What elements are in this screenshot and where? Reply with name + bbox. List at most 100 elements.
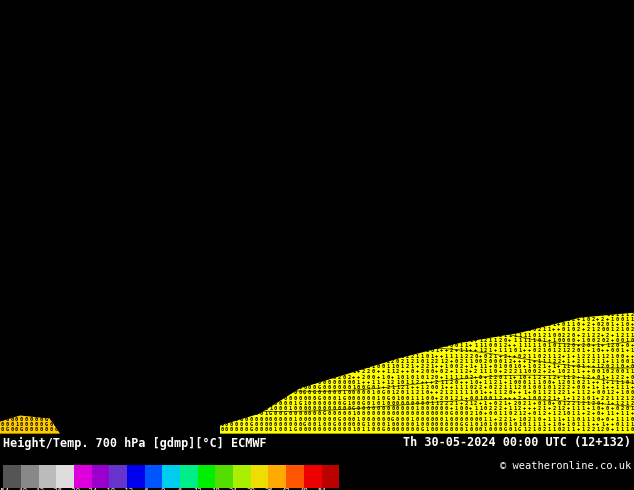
Text: 1: 1 [562,175,565,180]
Text: 2: 2 [386,385,389,390]
Text: 0: 0 [64,291,67,295]
Text: 1: 1 [469,86,472,91]
Text: 0: 0 [357,180,360,185]
Text: 2: 2 [283,312,287,317]
Text: 1: 1 [79,374,82,380]
Text: 0: 0 [372,427,375,432]
Text: 1: 1 [1,327,4,332]
Text: 1: 1 [142,117,145,122]
Text: +: + [440,374,443,380]
Text: 0: 0 [308,227,311,232]
Text: 2: 2 [435,359,438,364]
Text: 0: 0 [445,117,448,122]
Text: 2: 2 [450,275,453,280]
Text: 0: 0 [250,101,252,106]
Text: 1: 1 [210,254,214,259]
Text: +: + [176,7,179,12]
Text: +: + [382,306,384,311]
Text: 0: 0 [210,175,214,180]
Text: 1: 1 [254,49,257,54]
Text: 0: 0 [186,233,189,238]
Text: +: + [5,107,8,112]
Text: 2: 2 [245,28,248,33]
Text: 2: 2 [240,285,243,290]
Text: 1: 1 [264,54,268,59]
Text: 0: 0 [118,59,120,64]
Text: 1: 1 [342,138,346,143]
Text: 0: 0 [396,401,399,406]
Text: 1: 1 [64,1,67,6]
Text: 1: 1 [581,80,585,85]
Text: 1: 1 [386,238,389,243]
Text: +: + [547,406,550,411]
Text: 1: 1 [127,49,131,54]
Text: +: + [420,254,424,259]
Text: 0: 0 [137,411,140,416]
Text: 1: 1 [401,1,404,6]
Text: 0: 0 [245,395,248,401]
Text: 0: 0 [108,12,111,17]
Text: 2: 2 [518,44,521,49]
Text: 1: 1 [157,180,160,185]
Text: 0: 0 [103,49,106,54]
Text: +: + [411,175,414,180]
Text: 0: 0 [220,416,223,421]
Text: 2: 2 [162,59,165,64]
Text: 0: 0 [469,395,472,401]
Text: 0: 0 [382,416,384,421]
Text: 0: 0 [494,280,497,285]
Text: 1: 1 [103,416,106,421]
Text: 0: 0 [626,80,629,85]
Text: 1: 1 [274,291,277,295]
Text: 2: 2 [318,59,321,64]
Text: 1: 1 [88,112,91,117]
Text: 2: 2 [171,107,174,112]
Text: +: + [152,154,155,159]
Text: 1: 1 [581,180,585,185]
Text: 2: 2 [435,212,438,217]
Text: 2: 2 [254,291,257,295]
Text: 0: 0 [440,133,443,138]
Text: 0: 0 [328,54,331,59]
Text: 0: 0 [347,395,351,401]
Text: 1: 1 [606,296,609,301]
Text: 1: 1 [49,49,53,54]
Text: 1: 1 [337,38,340,43]
Text: +: + [240,238,243,243]
Text: 2: 2 [250,180,252,185]
Text: 2: 2 [328,107,331,112]
Text: 0: 0 [288,380,292,385]
Text: 0: 0 [386,306,389,311]
Text: 1: 1 [538,243,541,248]
Text: 2: 2 [337,17,340,23]
Text: 0: 0 [127,154,131,159]
Text: 2: 2 [64,364,67,369]
Text: +: + [49,38,53,43]
Text: 2: 2 [122,91,126,96]
Text: 1: 1 [303,117,306,122]
Text: +: + [269,259,272,264]
Text: +: + [103,401,106,406]
Text: 1: 1 [621,144,624,148]
Text: 0: 0 [181,1,184,6]
Text: 1: 1 [201,59,204,64]
Text: 0: 0 [337,427,340,432]
Text: 0: 0 [220,422,223,427]
Text: 1: 1 [406,175,409,180]
Text: 1: 1 [118,75,120,80]
Text: 0: 0 [230,322,233,327]
Text: 0: 0 [299,301,302,306]
Text: 0: 0 [196,395,199,401]
Text: 1: 1 [430,364,433,369]
Text: 2: 2 [15,301,18,306]
Text: +: + [572,301,575,306]
Text: 1: 1 [630,291,633,295]
Text: 1: 1 [30,301,33,306]
Text: 1: 1 [176,91,179,96]
Text: 1: 1 [445,96,448,101]
Text: 2: 2 [279,191,282,196]
Text: +: + [596,101,599,106]
Text: -6: -6 [140,489,149,490]
Text: 1: 1 [152,96,155,101]
Text: 1: 1 [362,427,365,432]
